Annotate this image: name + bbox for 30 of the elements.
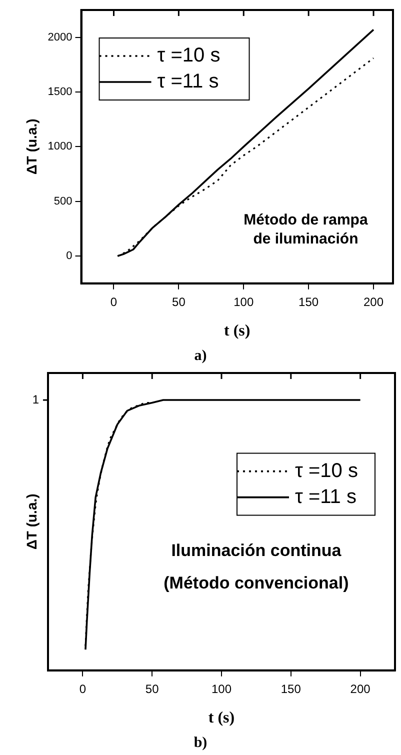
x-tick-label: 200 xyxy=(350,682,371,696)
legend-label: τ =11 s xyxy=(295,486,356,508)
x-tick-label: 0 xyxy=(79,682,86,696)
legend-label: τ =11 s xyxy=(157,70,219,93)
text: 1 xyxy=(32,392,40,406)
legend-label: τ =10 s xyxy=(295,460,358,482)
x-tick-label: 100 xyxy=(211,682,232,696)
annotation: Método de rampa xyxy=(244,212,368,229)
text: a) xyxy=(193,347,208,366)
x-axis-title: t (s) xyxy=(224,322,250,340)
y-tick-label: 500 xyxy=(54,195,72,208)
y-axis-title: ΔT (u.a.) xyxy=(23,494,40,550)
x-tick-label: 100 xyxy=(234,294,254,309)
y-tick-label: 1000 xyxy=(48,140,72,153)
x-tick-label: 150 xyxy=(280,682,302,696)
x-tick-label: 150 xyxy=(298,294,319,309)
x-axis-title: t (s) xyxy=(208,710,235,727)
legend-label: τ =10 s xyxy=(157,44,220,67)
y-tick-label: 1500 xyxy=(48,86,72,98)
annotation: (Método convencional) xyxy=(164,573,349,592)
x-tick-label: 200 xyxy=(364,294,384,309)
x-tick-label: 50 xyxy=(172,294,186,309)
y-tick-label: 0 xyxy=(66,250,72,262)
x-tick-label: 50 xyxy=(145,682,160,696)
annotation: Iluminación continua xyxy=(171,541,342,560)
annotation: de iluminación xyxy=(253,230,358,248)
x-tick-label: 0 xyxy=(110,294,118,309)
y-tick-label: 2000 xyxy=(48,31,72,44)
text: b) xyxy=(192,734,208,753)
y-axis-title: ΔT (u.a.) xyxy=(23,118,40,175)
